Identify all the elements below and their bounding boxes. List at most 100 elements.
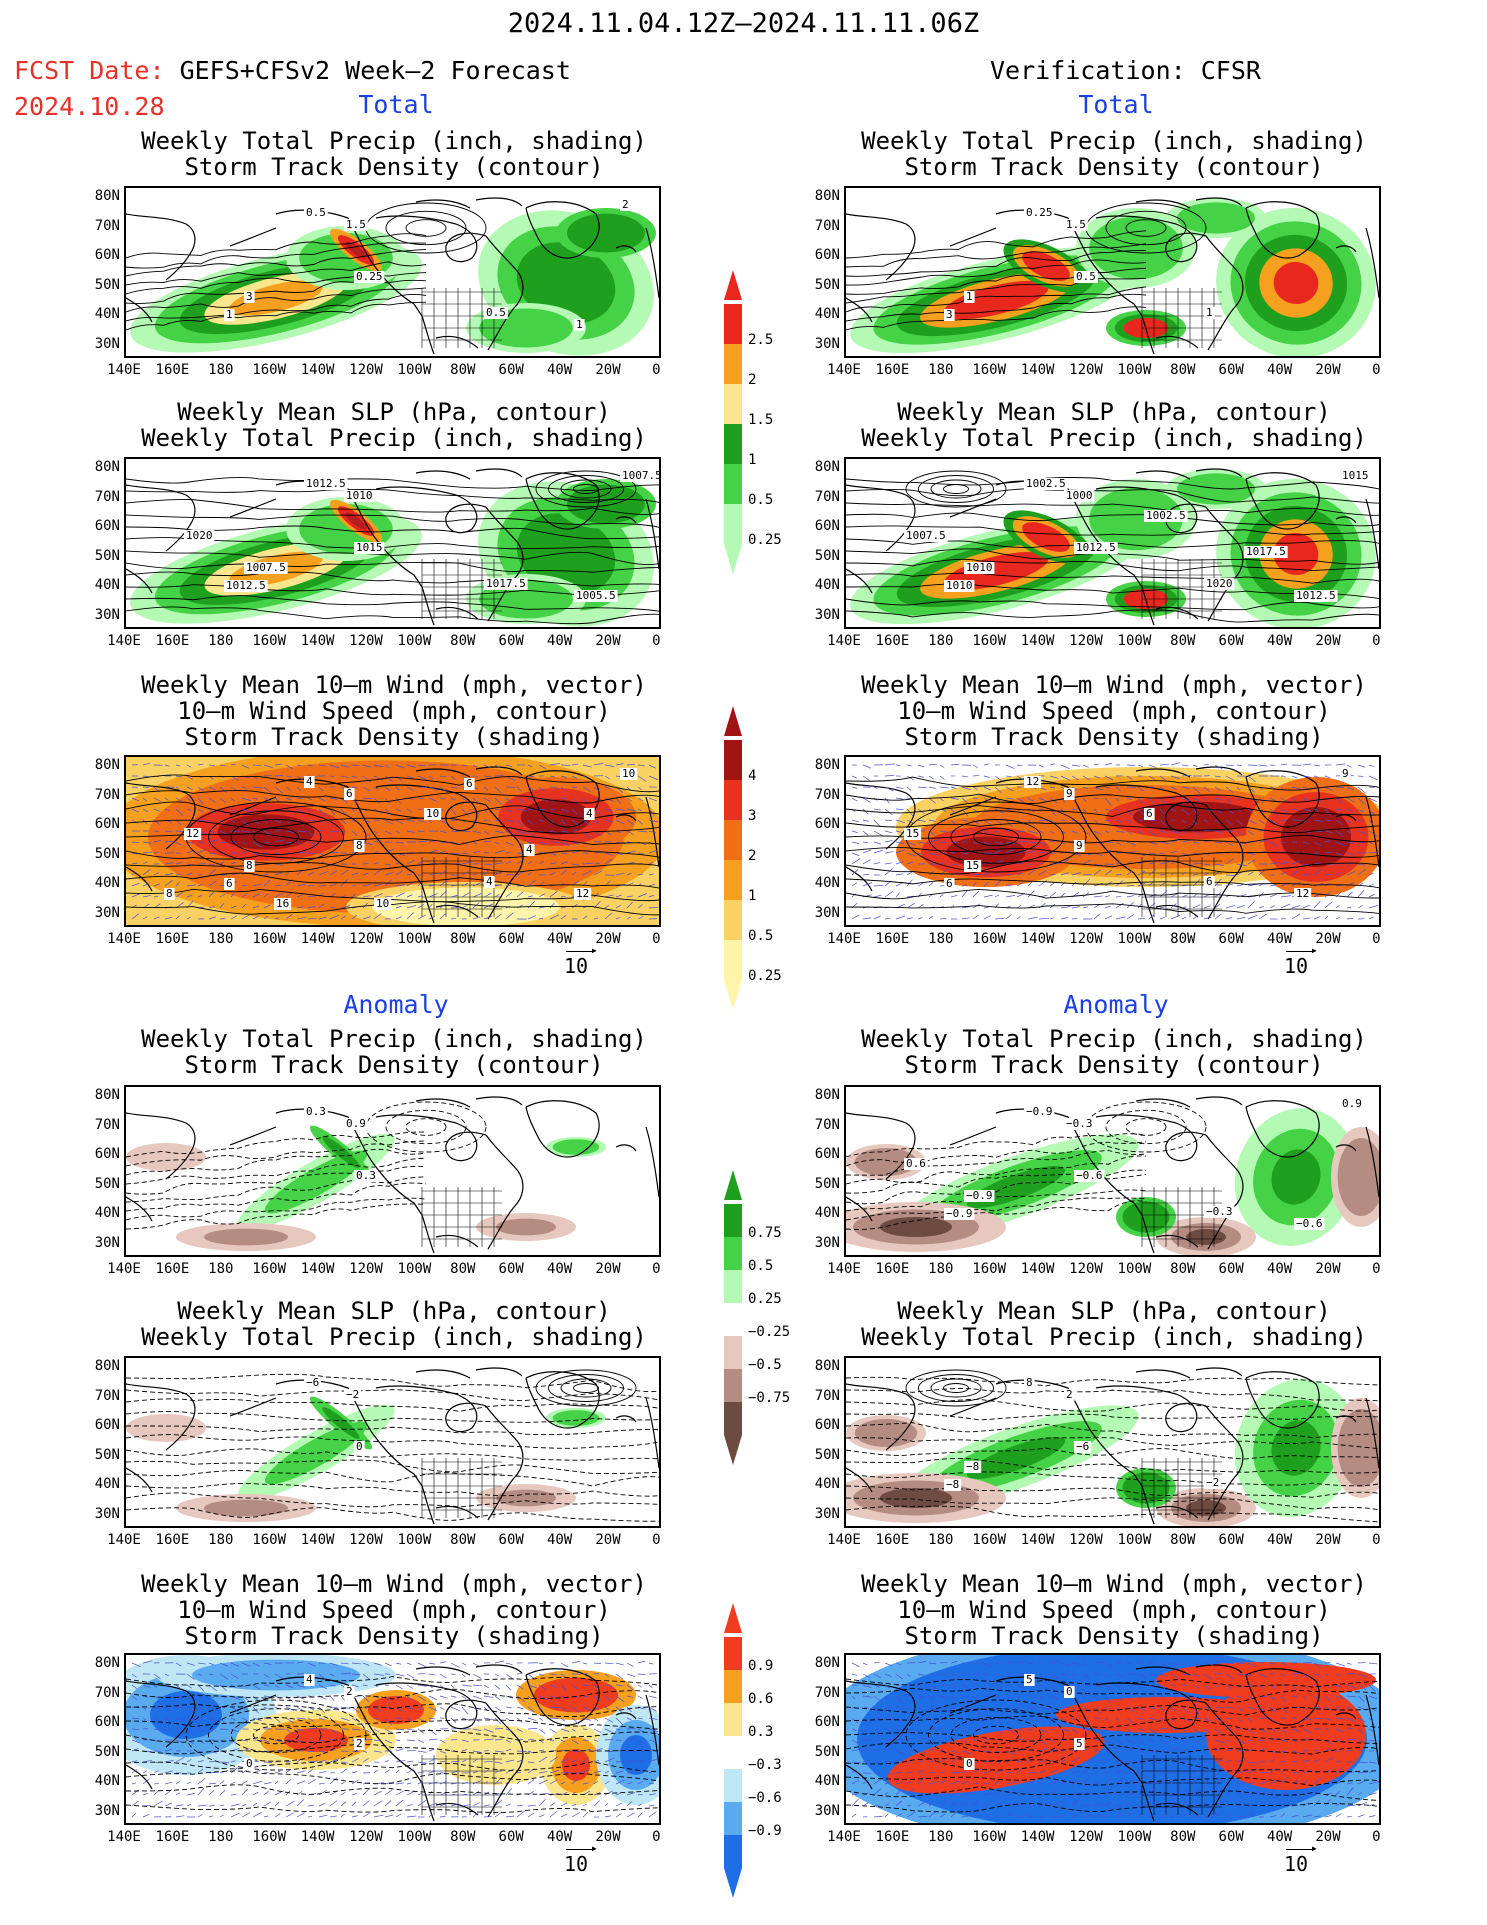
wind-vector	[1027, 830, 1038, 834]
wind-vector	[895, 849, 905, 854]
wind-vector	[873, 1728, 879, 1733]
wind-vector	[1038, 1748, 1048, 1752]
wind-vector	[994, 1717, 1002, 1725]
wind-vector	[329, 1777, 338, 1785]
verification-panel-4-lon-label: 60W	[1218, 1261, 1244, 1277]
contour-label: 9	[1342, 767, 1349, 780]
contour-label-bg	[1144, 510, 1188, 522]
wind-vector	[1016, 1661, 1025, 1664]
wind-vector	[549, 1779, 558, 1785]
wind-vector	[983, 894, 993, 898]
wind-vector	[296, 1673, 304, 1675]
contour-label: 1.5	[1066, 218, 1086, 231]
wind-vector	[1302, 873, 1311, 876]
wind-vector	[1093, 1814, 1102, 1818]
wind-vector	[395, 775, 403, 782]
forecast-panel-3-lon-label: 100W	[397, 931, 432, 947]
wind-vector	[593, 892, 599, 898]
coastline	[126, 568, 153, 594]
wind-vector	[1368, 775, 1378, 781]
contour-line	[126, 1688, 659, 1700]
wind-vector	[1137, 882, 1146, 887]
wind-vector	[219, 1804, 225, 1807]
forecast-panel-5-lat-label: 30N	[94, 1505, 120, 1522]
contour-label-bg	[944, 878, 955, 890]
wind-vector	[494, 1673, 499, 1677]
wind-vector	[626, 895, 633, 898]
wind-vector	[1016, 916, 1021, 920]
wind-vector	[373, 1717, 379, 1720]
wind-vector	[862, 917, 872, 920]
wind-vector	[626, 1706, 632, 1713]
wind-vector	[406, 1804, 413, 1807]
wind-vector	[1060, 841, 1066, 845]
forecast-panel-6-lon-label: 120W	[349, 1829, 383, 1845]
wind-vector	[417, 914, 426, 920]
coastline	[1205, 1134, 1244, 1250]
wind-vector	[1280, 1792, 1287, 1796]
wind-vector	[1313, 1662, 1323, 1668]
wind-vector	[1027, 850, 1035, 854]
wind-vector	[884, 797, 890, 804]
shading-blob	[345, 241, 367, 259]
wind-vector	[483, 1738, 494, 1741]
wind-vector	[406, 912, 414, 920]
wind-vector	[983, 1792, 994, 1796]
wind-vector	[494, 1717, 502, 1725]
wind-vector	[549, 1717, 558, 1720]
contour-label: 0.3	[356, 1169, 376, 1182]
wind-vector	[1038, 917, 1049, 920]
forecast-panel-3-title-line-2: 10–m Wind Speed (mph, contour)	[177, 697, 611, 725]
shading-blob	[1022, 522, 1070, 552]
wind-vector	[1313, 1673, 1321, 1676]
contour-label-bg	[904, 828, 922, 840]
wind-vector	[351, 1728, 361, 1731]
wind-vector	[906, 902, 915, 909]
wind-vector	[1335, 905, 1340, 909]
coastline	[485, 1702, 524, 1818]
wind-vector	[516, 859, 523, 865]
wind-vector	[439, 1739, 446, 1744]
wind-vector	[252, 852, 262, 856]
contour-line	[846, 477, 1379, 490]
wind-vector	[1126, 914, 1135, 920]
wind-vector	[1115, 1770, 1125, 1774]
wind-vector	[450, 1662, 460, 1668]
wind-vector	[1247, 808, 1254, 814]
wind-vector	[516, 904, 523, 909]
verification-panel-3-lon-label: 160W	[972, 931, 1007, 947]
wind-vector	[549, 1739, 555, 1741]
wind-vector	[1181, 871, 1186, 876]
wind-vector	[950, 1750, 957, 1753]
wind-vector	[604, 819, 613, 823]
wind-vector	[1236, 884, 1243, 887]
shading-blob	[1186, 1500, 1226, 1516]
coastline	[1155, 904, 1199, 918]
wind-vector	[873, 808, 881, 811]
wind-vector	[560, 1739, 565, 1743]
wind-vector	[1291, 870, 1299, 876]
wind-vector	[1137, 1706, 1146, 1712]
forecast-panel-6-lon-label: 140W	[300, 1829, 335, 1845]
wind-vector	[1368, 894, 1375, 898]
wind-vector	[1181, 1801, 1187, 1807]
wind-vector	[164, 862, 174, 865]
wind-vector	[505, 891, 513, 898]
wind-vector	[1170, 1758, 1178, 1763]
forecast-panel-3-map: 4 6 8 8 6 4 12 10 12 10 4 16 10 6 4 8	[124, 755, 661, 927]
wind-vector	[1357, 889, 1365, 898]
wind-vector	[131, 862, 138, 865]
wind-vector	[1126, 1811, 1134, 1818]
wind-vector	[461, 1782, 468, 1785]
wind-vector	[395, 764, 405, 769]
shading-blob	[496, 1218, 556, 1236]
colorbar-segment	[724, 1703, 742, 1736]
wind-vector	[1368, 905, 1379, 909]
wind-vector	[241, 914, 250, 920]
wind-vector	[307, 895, 318, 898]
forecast-panel-4-lon-label: 60W	[498, 1261, 524, 1277]
wind-vector	[384, 764, 390, 768]
wind-vector	[1016, 1672, 1025, 1675]
wind-vector	[505, 1739, 512, 1743]
colorbar-storm-total-label: 0.5	[748, 928, 774, 944]
